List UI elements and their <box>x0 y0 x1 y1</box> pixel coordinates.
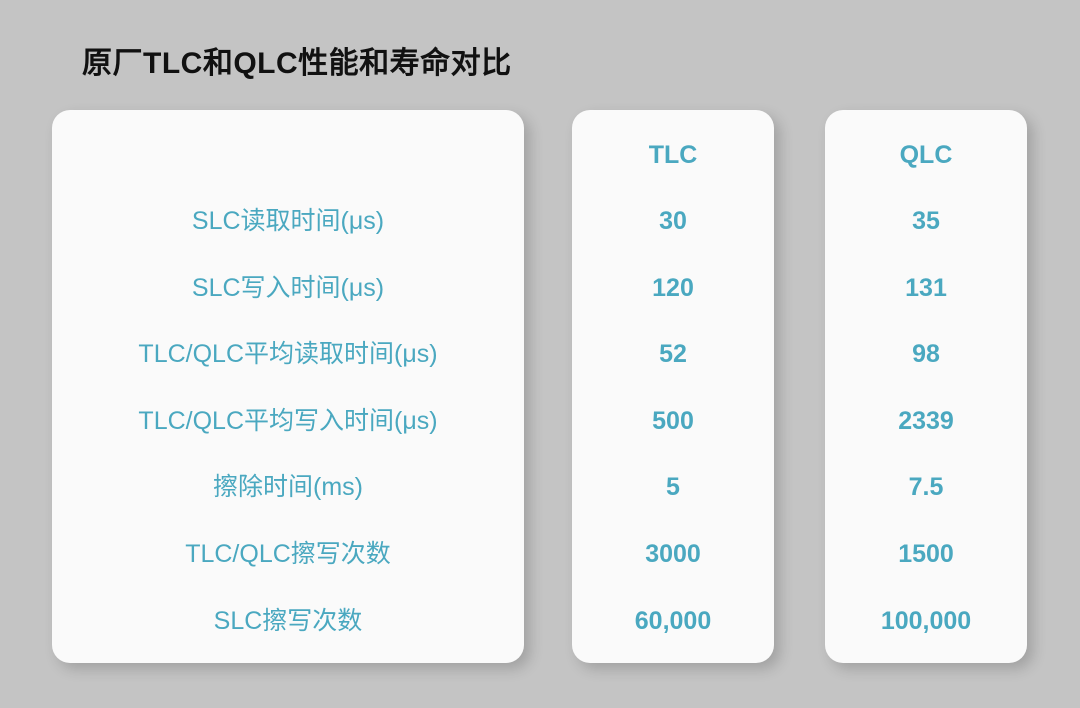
qlc-value: 100,000 <box>880 606 972 635</box>
qlc-value: 35 <box>912 207 940 235</box>
page-title: 原厂TLC和QLC性能和寿命对比 <box>82 47 512 80</box>
qlc-value: 7.5 <box>908 473 944 502</box>
row-label: TLC/QLC平均读取时间(μs) <box>138 340 438 369</box>
qlc-value: 131 <box>905 273 947 302</box>
tlc-value: 30 <box>659 207 687 235</box>
row-label: SLC擦写次数 <box>213 606 363 635</box>
row-label: TLC/QLC平均写入时间(μs) <box>138 406 438 435</box>
tlc-value: 3000 <box>645 540 701 568</box>
qlc-value: 1500 <box>898 540 954 568</box>
row-label: 擦除时间(ms) <box>213 473 363 502</box>
row-label: SLC读取时间(μs) <box>191 207 385 235</box>
qlc-value: 2339 <box>898 406 954 435</box>
tlc-value: 500 <box>652 406 694 435</box>
tlc-value: 5 <box>666 473 680 502</box>
tlc-column-card: TLC 30 120 52 500 5 3000 60,000 <box>572 110 774 663</box>
column-header-qlc: QLC <box>899 141 953 169</box>
row-label: TLC/QLC擦写次数 <box>185 540 391 568</box>
qlc-column-card: QLC 35 131 98 2339 7.5 1500 100,000 <box>825 110 1027 663</box>
row-label: SLC写入时间(μs) <box>191 273 385 302</box>
tlc-value: 120 <box>652 273 694 302</box>
tlc-value: 60,000 <box>634 606 712 635</box>
row-labels-card: SLC读取时间(μs) SLC写入时间(μs) TLC/QLC平均读取时间(μs) T… <box>52 110 524 663</box>
qlc-value: 98 <box>912 340 940 369</box>
tlc-value: 52 <box>659 340 687 369</box>
column-header-tlc: TLC <box>648 141 698 169</box>
